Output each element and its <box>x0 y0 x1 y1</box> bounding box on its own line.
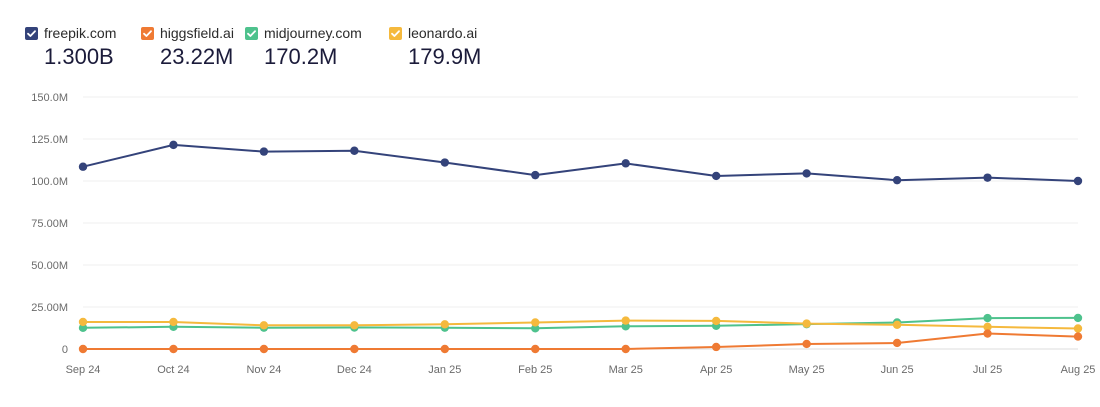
series-line-midjourney-com <box>82 316 1079 330</box>
x-tick-label: Aug 25 <box>1061 364 1096 376</box>
data-point <box>78 323 88 333</box>
data-point <box>802 319 811 328</box>
legend-entry-freepik[interactable]: freepik.com 1.300B <box>25 24 117 70</box>
x-tick-label: Feb 25 <box>518 364 552 376</box>
data-point <box>711 316 721 326</box>
y-tick-label: 25.00M <box>31 302 68 314</box>
data-point <box>892 320 902 330</box>
data-point <box>711 171 721 181</box>
legend: freepik.com 1.300B higgsfield.ai 23.22M … <box>25 24 515 70</box>
x-tick-label: Dec 24 <box>337 364 372 376</box>
data-point <box>531 318 540 327</box>
data-point <box>350 344 359 354</box>
data-point <box>802 169 811 178</box>
data-point <box>802 339 811 349</box>
data-point <box>892 338 902 348</box>
y-tick-label: 100.0M <box>31 176 68 188</box>
data-point <box>259 147 269 156</box>
x-tick-label: Sep 24 <box>66 364 101 376</box>
y-tick-label: 75.00M <box>31 218 68 230</box>
x-tick-label: Jun 25 <box>881 364 914 376</box>
data-point <box>169 344 178 354</box>
data-point <box>259 321 269 330</box>
x-tick-label: Oct 24 <box>157 364 189 376</box>
data-point <box>621 159 630 168</box>
checkbox-checked-icon[interactable] <box>25 26 38 40</box>
data-point <box>259 344 269 354</box>
data-point <box>1073 332 1083 341</box>
legend-entry-leonardo[interactable]: leonardo.ai 179.9M <box>389 24 489 70</box>
data-point <box>621 344 630 354</box>
data-point <box>440 344 450 354</box>
data-point <box>169 140 178 150</box>
data-point <box>350 321 359 330</box>
series-line-leonardo-ai <box>83 319 1079 330</box>
legend-name: freepik.com <box>44 25 117 41</box>
checkbox-checked-icon[interactable] <box>389 26 402 40</box>
data-point <box>621 316 630 325</box>
x-tick-label: Jul 25 <box>973 364 1002 376</box>
x-tick-label: Mar 25 <box>609 364 643 376</box>
data-point <box>531 170 540 180</box>
checkbox-checked-icon[interactable] <box>141 26 154 40</box>
data-point <box>892 175 902 185</box>
x-tick-label: Jan 25 <box>428 364 461 376</box>
checkbox-checked-icon[interactable] <box>245 26 258 40</box>
data-point <box>983 313 992 323</box>
y-tick-label: 50.00M <box>31 260 68 272</box>
data-point <box>440 158 450 167</box>
data-point <box>983 329 992 338</box>
legend-total: 170.2M <box>264 44 338 69</box>
legend-total: 179.9M <box>408 44 482 69</box>
data-point <box>169 317 178 327</box>
data-point <box>983 322 992 332</box>
data-point <box>440 320 450 329</box>
x-tick-label: Nov 24 <box>246 364 281 376</box>
data-point <box>78 162 88 171</box>
data-point <box>1073 313 1083 323</box>
legend-name: higgsfield.ai <box>160 25 234 41</box>
data-point <box>711 342 721 352</box>
legend-name: midjourney.com <box>264 25 362 41</box>
legend-entry-midjourney[interactable]: midjourney.com 170.2M <box>245 24 363 70</box>
legend-total: 1.300B <box>44 44 114 69</box>
data-point <box>1073 324 1083 333</box>
y-tick-label: 150.0M <box>31 92 68 104</box>
y-tick-label: 0 <box>62 344 68 356</box>
series-line-freepik-com <box>82 143 1079 182</box>
x-tick-label: May 25 <box>789 364 825 376</box>
data-point <box>531 324 540 333</box>
data-point <box>78 344 88 354</box>
data-point <box>78 317 88 327</box>
data-point <box>531 344 540 354</box>
data-point <box>1073 176 1083 186</box>
y-tick-label: 125.0M <box>31 134 68 146</box>
data-point <box>350 146 359 155</box>
series-line-higgsfield-ai <box>83 332 1079 350</box>
data-point <box>983 173 992 182</box>
x-tick-label: Apr 25 <box>700 364 732 376</box>
legend-name: leonardo.ai <box>408 25 478 41</box>
